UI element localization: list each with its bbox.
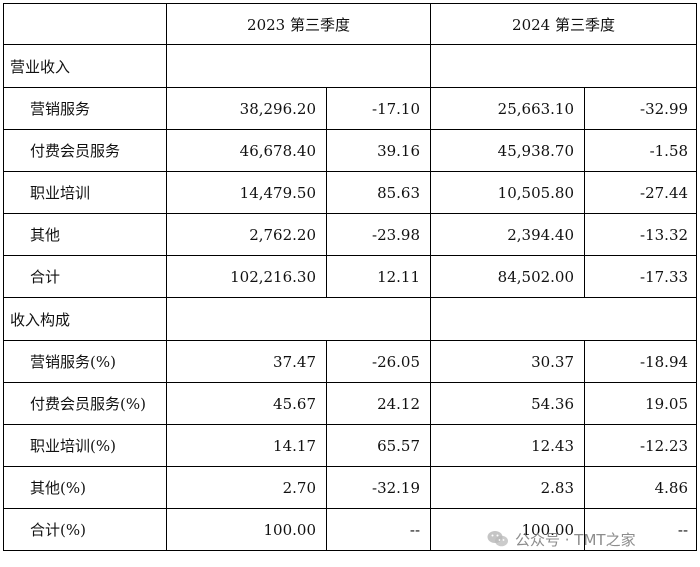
value-2023: 46,678.40	[166, 129, 327, 172]
value-2024: 2.83	[430, 466, 586, 509]
change-2023: 39.16	[325, 129, 432, 172]
section-blank	[165, 297, 432, 341]
header-2023: 2023 第三季度	[165, 3, 432, 45]
change-2024: 4.86	[584, 466, 698, 509]
section-blank	[430, 297, 698, 341]
row-label: 合计(%)	[3, 508, 167, 551]
revenue-table: 2023 第三季度 2024 第三季度 营业收入 营销服务 38,296.20 …	[3, 3, 698, 551]
change-2024: --	[584, 508, 698, 551]
value-2023: 45.67	[166, 382, 327, 425]
change-2024: -13.32	[584, 213, 698, 256]
value-2024: 25,663.10	[430, 87, 586, 130]
value-2023: 14,479.50	[166, 171, 327, 214]
table-row: 合计(%) 100.00 -- 100.00 --	[3, 508, 698, 551]
section-title: 收入构成	[3, 297, 167, 341]
table-row: 付费会员服务 46,678.40 39.16 45,938.70 -1.58	[3, 129, 698, 172]
table-row: 职业培训(%) 14.17 65.57 12.43 -12.23	[3, 424, 698, 467]
row-label: 营销服务	[3, 87, 167, 130]
table-header-row: 2023 第三季度 2024 第三季度	[3, 3, 698, 45]
change-2024: -12.23	[584, 424, 698, 467]
value-2023: 38,296.20	[166, 87, 327, 130]
value-2023: 37.47	[166, 340, 327, 383]
header-2024: 2024 第三季度	[430, 3, 698, 45]
value-2024: 12.43	[430, 424, 586, 467]
change-2023: 85.63	[325, 171, 432, 214]
value-2024: 10,505.80	[430, 171, 586, 214]
row-label: 其他(%)	[3, 466, 167, 509]
change-2024: 19.05	[584, 382, 698, 425]
change-2024: -32.99	[584, 87, 698, 130]
change-2023: 24.12	[325, 382, 432, 425]
value-2023: 2.70	[166, 466, 327, 509]
row-label: 付费会员服务(%)	[3, 382, 167, 425]
row-label: 职业培训	[3, 171, 167, 214]
value-2024: 84,502.00	[430, 255, 586, 298]
change-2023: --	[325, 508, 432, 551]
table-row: 其他 2,762.20 -23.98 2,394.40 -13.32	[3, 213, 698, 256]
section-row: 收入构成	[3, 297, 698, 341]
section-blank	[165, 44, 432, 88]
change-2023: -23.98	[325, 213, 432, 256]
value-2023: 2,762.20	[166, 213, 327, 256]
change-2024: -1.58	[584, 129, 698, 172]
value-2024: 30.37	[430, 340, 586, 383]
change-2024: -18.94	[584, 340, 698, 383]
value-2024: 45,938.70	[430, 129, 586, 172]
table-row: 营销服务(%) 37.47 -26.05 30.37 -18.94	[3, 340, 698, 383]
table-row: 营销服务 38,296.20 -17.10 25,663.10 -32.99	[3, 87, 698, 130]
change-2023: -17.10	[325, 87, 432, 130]
row-label: 合计	[3, 255, 167, 298]
row-label: 付费会员服务	[3, 129, 167, 172]
change-2023: 65.57	[325, 424, 432, 467]
section-row: 营业收入	[3, 44, 698, 88]
row-label: 职业培训(%)	[3, 424, 167, 467]
change-2024: -17.33	[584, 255, 698, 298]
row-label: 其他	[3, 213, 167, 256]
section-title: 营业收入	[3, 44, 167, 88]
row-label: 营销服务(%)	[3, 340, 167, 383]
table-row: 合计 102,216.30 12.11 84,502.00 -17.33	[3, 255, 698, 298]
header-blank-cell	[3, 3, 167, 45]
value-2024: 2,394.40	[430, 213, 586, 256]
value-2024: 100.00	[430, 508, 586, 551]
value-2024: 54.36	[430, 382, 586, 425]
value-2023: 100.00	[166, 508, 327, 551]
change-2023: -32.19	[325, 466, 432, 509]
change-2023: -26.05	[325, 340, 432, 383]
value-2023: 102,216.30	[166, 255, 327, 298]
change-2024: -27.44	[584, 171, 698, 214]
table-row: 职业培训 14,479.50 85.63 10,505.80 -27.44	[3, 171, 698, 214]
section-blank	[430, 44, 698, 88]
value-2023: 14.17	[166, 424, 327, 467]
table-row: 其他(%) 2.70 -32.19 2.83 4.86	[3, 466, 698, 509]
table-row: 付费会员服务(%) 45.67 24.12 54.36 19.05	[3, 382, 698, 425]
change-2023: 12.11	[325, 255, 432, 298]
